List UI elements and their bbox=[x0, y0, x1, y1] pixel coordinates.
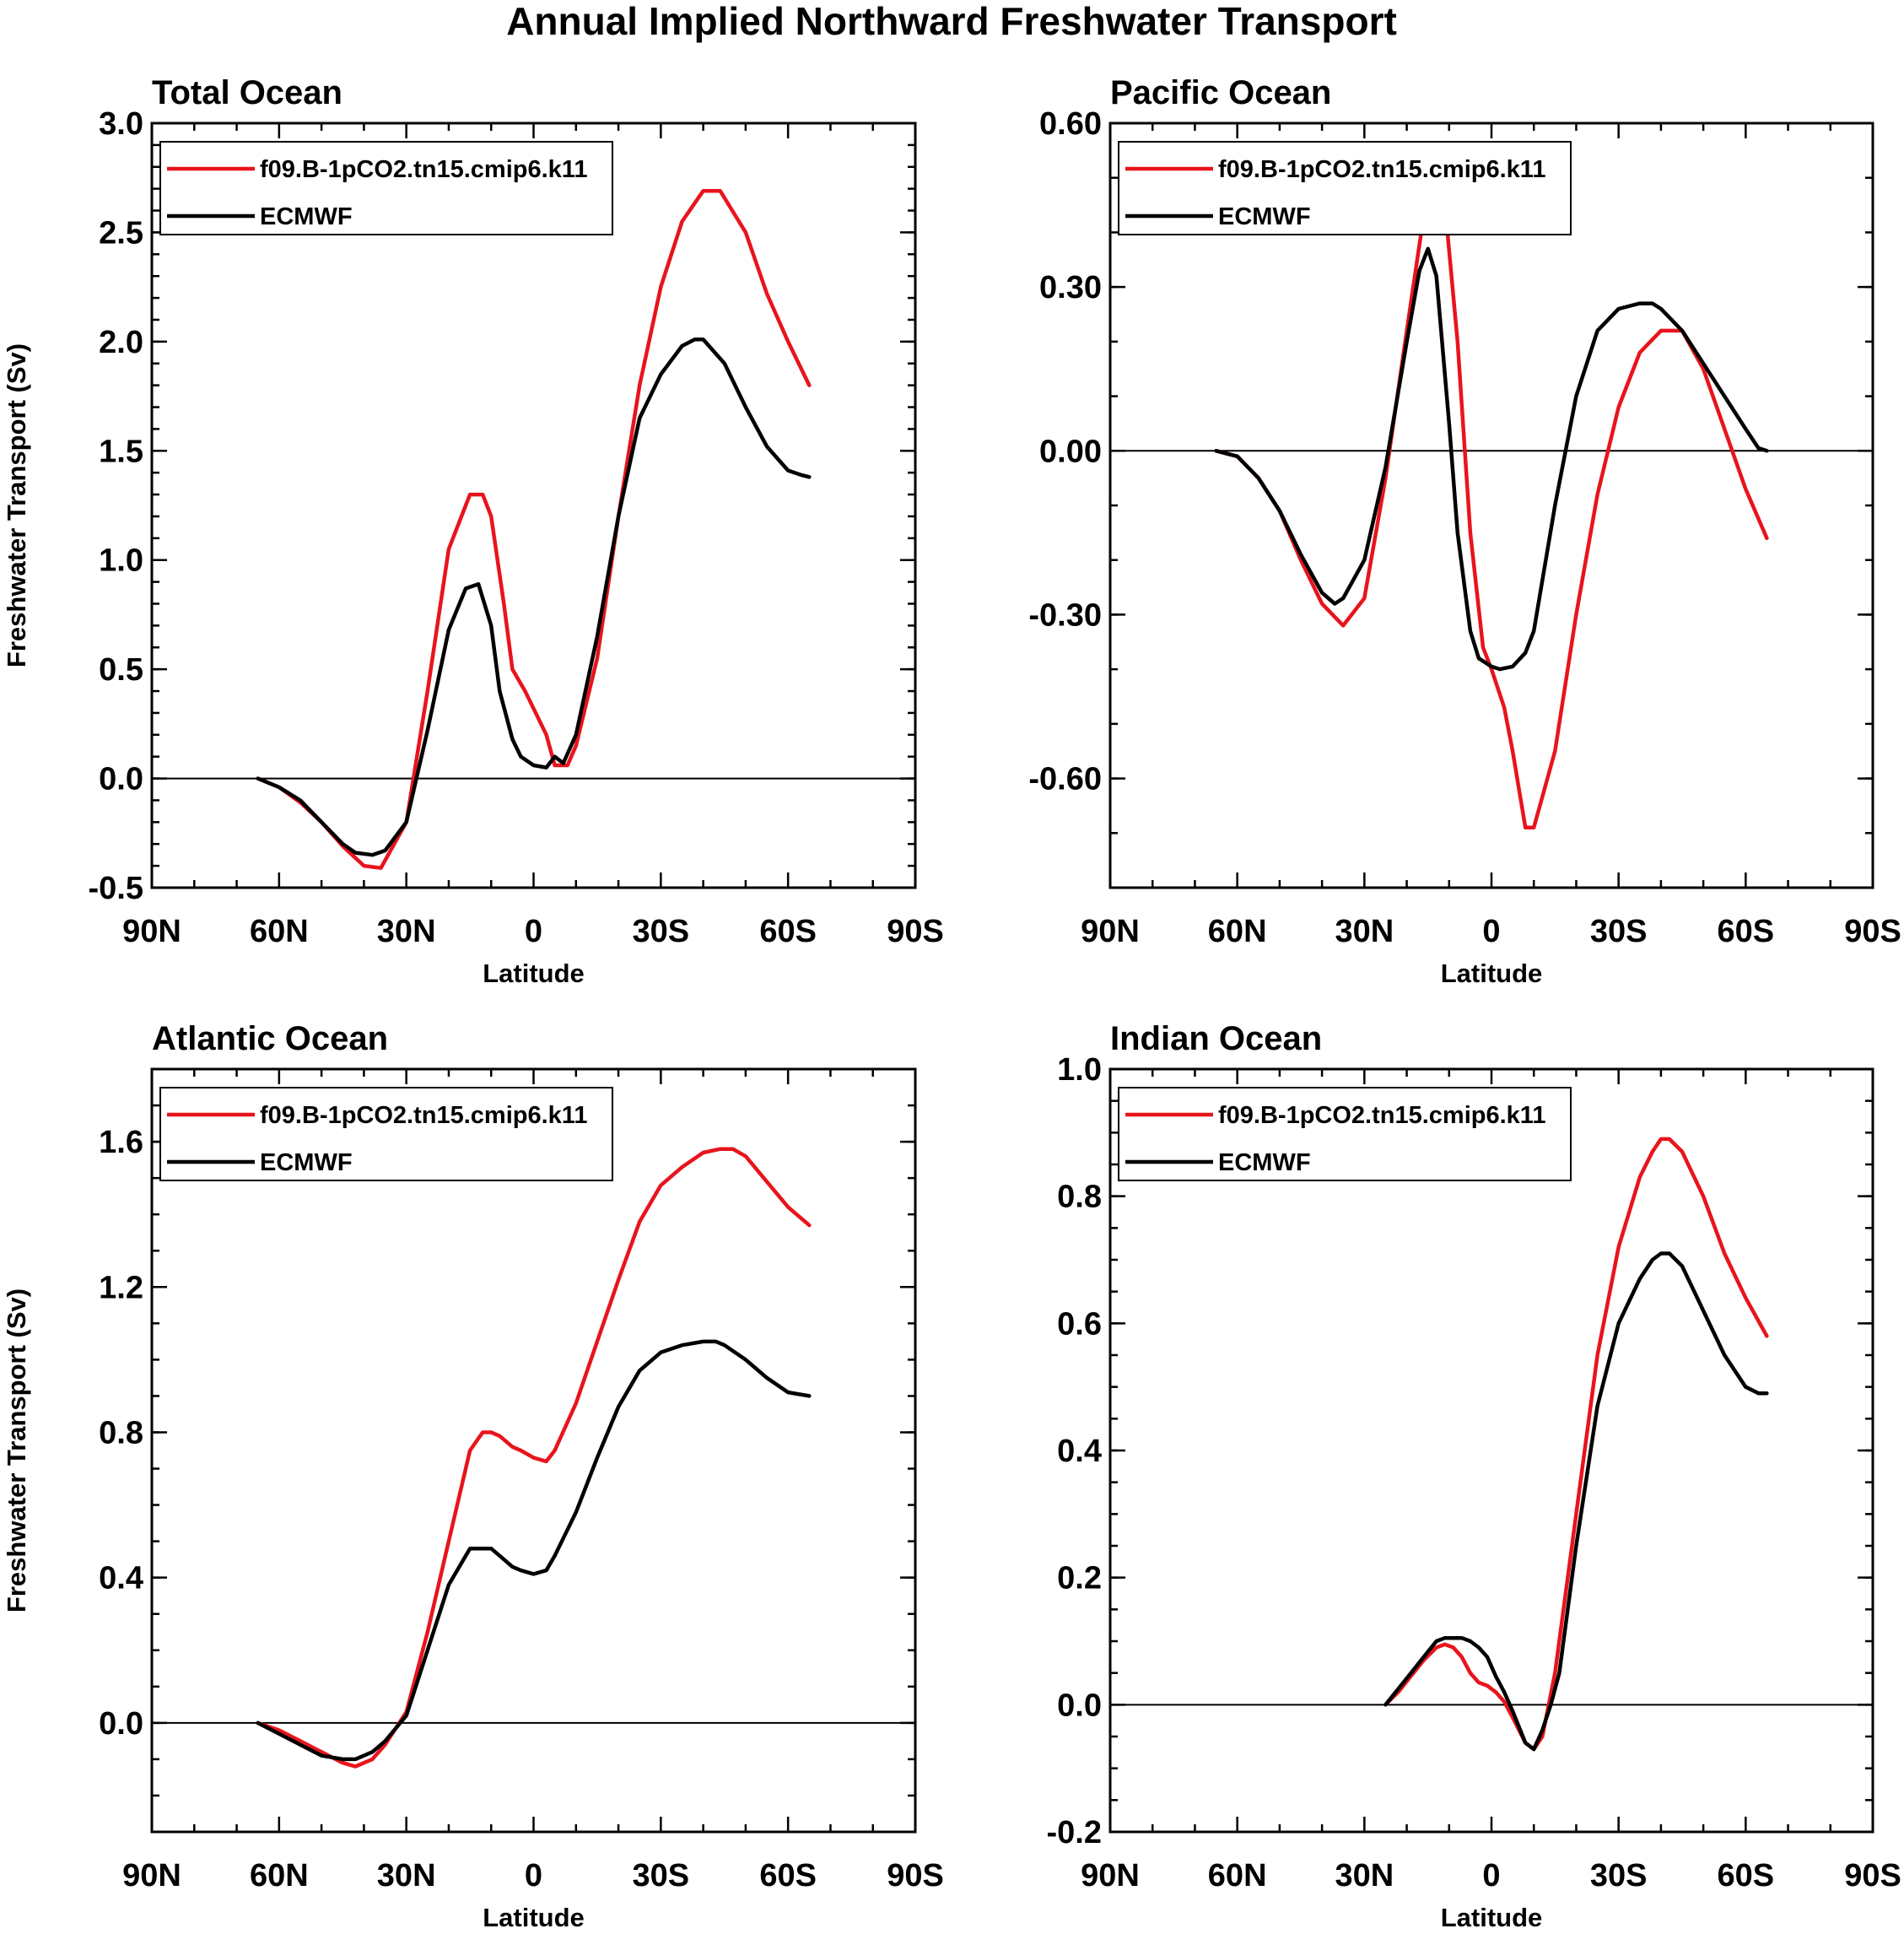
legend: f09.B-1pCO2.tn15.cmip6.k11 ECMWF bbox=[159, 141, 613, 235]
plot-frame bbox=[150, 1067, 917, 1834]
y-tick-label: -0.30 bbox=[1028, 597, 1102, 633]
series-line-ecmwf bbox=[1384, 1251, 1769, 1752]
legend: f09.B-1pCO2.tn15.cmip6.k11 ECMWF bbox=[1118, 141, 1572, 235]
y-tick-label: 1.5 bbox=[99, 434, 143, 469]
x-tick-label: 90N bbox=[1081, 1858, 1140, 1893]
chart-panel-2: Atlantic Ocean 90N 60N 30N 0 30S 60S 90S 0.0 0.4 0… bbox=[2, 1020, 944, 1932]
legend-label: f09.B-1pCO2.tn15.cmip6.k11 bbox=[1218, 156, 1545, 183]
series-line-model bbox=[1214, 186, 1769, 830]
chart-panel-0: Total Ocean 90N 60N 30N 0 30S 60S 90S -0.5 0.0 0.5… bbox=[2, 74, 944, 988]
y-tick-label: 0.00 bbox=[1039, 434, 1102, 469]
y-tick-label: 3.0 bbox=[99, 106, 143, 142]
y-tick-label: -0.2 bbox=[1047, 1815, 1102, 1850]
y-tick-label: 0.2 bbox=[1057, 1561, 1102, 1596]
y-tick-label: -0.60 bbox=[1028, 762, 1102, 797]
y-tick-label: 1.0 bbox=[99, 543, 143, 579]
y-tick-label: 1.2 bbox=[99, 1270, 143, 1305]
panel-title: Indian Ocean bbox=[1110, 1020, 1322, 1057]
x-tick-label: 60S bbox=[1718, 1858, 1775, 1893]
x-tick-label: 30N bbox=[377, 914, 436, 949]
x-tick-label: 30N bbox=[377, 1858, 436, 1893]
x-tick-label: 60S bbox=[759, 914, 817, 949]
legend-label: f09.B-1pCO2.tn15.cmip6.k11 bbox=[260, 1102, 587, 1129]
panel-title: Atlantic Ocean bbox=[152, 1020, 388, 1057]
legend-label: f09.B-1pCO2.tn15.cmip6.k11 bbox=[1218, 1102, 1545, 1129]
legend-label: ECMWF bbox=[260, 1149, 353, 1176]
x-axis-label: Latitude bbox=[483, 1903, 585, 1932]
y-tick-label: 0.60 bbox=[1039, 106, 1102, 142]
y-tick-label: -0.5 bbox=[89, 871, 143, 906]
legend-box bbox=[159, 1087, 613, 1181]
x-tick-label: 60N bbox=[1208, 914, 1267, 949]
y-tick-label: 1.6 bbox=[99, 1125, 143, 1160]
legend: f09.B-1pCO2.tn15.cmip6.k11 ECMWF bbox=[159, 1087, 613, 1181]
x-tick-label: 30N bbox=[1335, 1858, 1394, 1893]
legend: f09.B-1pCO2.tn15.cmip6.k11 ECMWF bbox=[1118, 1087, 1572, 1181]
chart-panel-3: Indian Ocean 90N 60N 30N 0 30S 60S 90S -0.2 0.0 0.… bbox=[1047, 1020, 1901, 1932]
y-tick-label: 0.0 bbox=[99, 1706, 143, 1742]
x-axis-label: Latitude bbox=[1441, 1903, 1543, 1932]
x-tick-label: 60S bbox=[1718, 914, 1775, 949]
legend-box bbox=[1118, 1087, 1572, 1181]
x-tick-label: 90S bbox=[887, 914, 944, 949]
x-tick-label: 30S bbox=[1590, 1858, 1648, 1893]
y-tick-label: 0.0 bbox=[99, 762, 143, 797]
plot-frame bbox=[1108, 122, 1874, 889]
y-axis-label: Freshwater Transport (Sv) bbox=[2, 343, 31, 667]
legend-label: ECMWF bbox=[260, 203, 353, 230]
series-line-ecmwf bbox=[256, 338, 812, 857]
x-tick-label: 60N bbox=[250, 914, 309, 949]
x-axis-label: Latitude bbox=[483, 959, 585, 988]
figure-title: Annual Implied Northward Freshwater Tran… bbox=[506, 0, 1397, 43]
plot-frame bbox=[150, 122, 917, 889]
series-line-model bbox=[256, 188, 812, 870]
x-tick-label: 90S bbox=[887, 1858, 944, 1893]
panels: Total Ocean 90N 60N 30N 0 30S 60S 90S -0.5 0.0 0.5… bbox=[2, 74, 1901, 1932]
x-axis-label: Latitude bbox=[1441, 959, 1543, 988]
x-tick-label: 0 bbox=[525, 1858, 542, 1893]
series-line-ecmwf bbox=[256, 1339, 812, 1762]
chart-panel-1: Pacific Ocean 90N 60N 30N 0 30S 60S 90S -0.60 -0.… bbox=[1028, 74, 1901, 988]
x-tick-label: 0 bbox=[525, 914, 542, 949]
x-tick-label: 90S bbox=[1844, 914, 1901, 949]
y-tick-label: 0.4 bbox=[99, 1561, 143, 1596]
x-tick-label: 90N bbox=[1081, 914, 1140, 949]
y-tick-label: 0.8 bbox=[99, 1415, 143, 1450]
y-tick-label: 2.0 bbox=[99, 325, 143, 360]
y-tick-label: 1.0 bbox=[1057, 1052, 1102, 1088]
legend-label: ECMWF bbox=[1218, 203, 1311, 230]
y-tick-label: 0.5 bbox=[99, 652, 143, 688]
series-line-ecmwf bbox=[1214, 246, 1769, 672]
x-tick-label: 60N bbox=[1208, 1858, 1267, 1893]
legend-box bbox=[1118, 141, 1572, 235]
y-tick-label: 0.6 bbox=[1057, 1306, 1102, 1342]
x-tick-label: 30S bbox=[633, 914, 690, 949]
x-tick-label: 30S bbox=[633, 1858, 690, 1893]
series-line-model bbox=[1384, 1137, 1769, 1752]
y-tick-label: 0.4 bbox=[1057, 1434, 1102, 1469]
x-tick-label: 0 bbox=[1482, 1858, 1500, 1893]
y-axis-label: Freshwater Transport (Sv) bbox=[2, 1288, 31, 1612]
y-tick-label: 2.5 bbox=[99, 215, 143, 251]
legend-label: ECMWF bbox=[1218, 1149, 1311, 1176]
x-tick-label: 90N bbox=[122, 1858, 181, 1893]
legend-box bbox=[159, 141, 613, 235]
series-line-model bbox=[256, 1147, 812, 1769]
panel-title: Pacific Ocean bbox=[1110, 74, 1331, 111]
y-tick-label: 0.0 bbox=[1057, 1688, 1102, 1723]
y-tick-label: 0.30 bbox=[1039, 270, 1102, 305]
x-tick-label: 60N bbox=[250, 1858, 309, 1893]
x-tick-label: 0 bbox=[1482, 914, 1500, 949]
x-tick-label: 30N bbox=[1335, 914, 1394, 949]
x-tick-label: 90S bbox=[1844, 1858, 1901, 1893]
legend-label: f09.B-1pCO2.tn15.cmip6.k11 bbox=[260, 156, 587, 183]
x-tick-label: 90N bbox=[122, 914, 181, 949]
x-tick-label: 60S bbox=[759, 1858, 817, 1893]
plot-frame bbox=[1108, 1067, 1874, 1834]
y-tick-label: 0.8 bbox=[1057, 1180, 1102, 1215]
panel-title: Total Ocean bbox=[152, 74, 343, 111]
x-tick-label: 30S bbox=[1590, 914, 1648, 949]
